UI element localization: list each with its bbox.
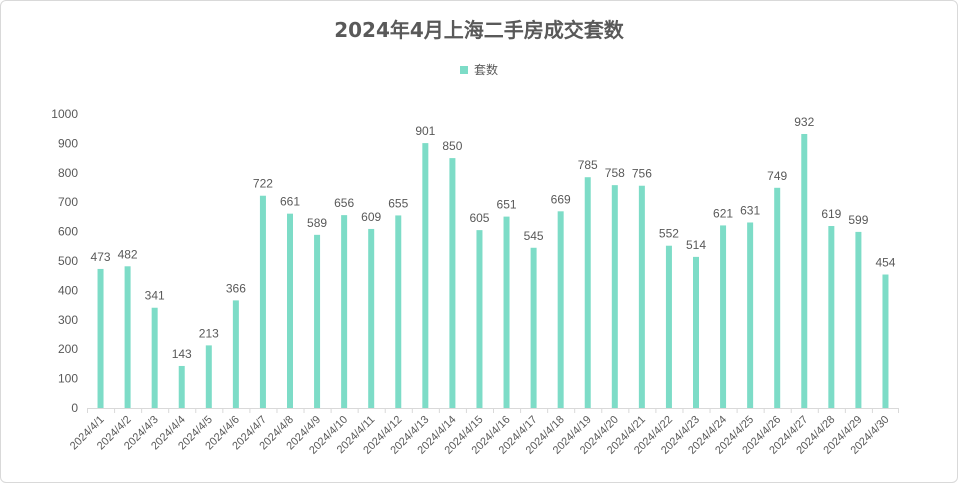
bar <box>557 211 564 408</box>
bar <box>395 215 402 408</box>
bar <box>801 133 808 408</box>
bar <box>584 177 591 408</box>
legend[interactable]: 套数 <box>1 61 957 78</box>
data-label: 722 <box>253 177 273 191</box>
data-label: 609 <box>361 210 381 224</box>
bar <box>882 274 889 408</box>
data-label: 656 <box>334 196 354 210</box>
y-tick-label: 400 <box>58 283 78 297</box>
data-label: 669 <box>551 192 571 206</box>
bar <box>449 158 456 408</box>
data-label: 341 <box>145 289 165 303</box>
data-label: 552 <box>659 227 679 241</box>
bar <box>530 247 537 408</box>
y-tick-label: 500 <box>58 254 78 268</box>
legend-label: 套数 <box>473 63 498 77</box>
data-label: 631 <box>740 203 760 217</box>
bar <box>205 345 212 408</box>
bar <box>855 231 862 408</box>
bar <box>476 230 483 408</box>
data-label: 749 <box>767 169 787 183</box>
data-label: 473 <box>91 250 111 264</box>
data-label: 621 <box>713 206 733 220</box>
bar <box>638 185 645 408</box>
bar <box>259 195 266 408</box>
y-tick-label: 1000 <box>51 107 78 121</box>
data-label: 850 <box>442 139 462 153</box>
y-tick-label: 0 <box>71 401 78 415</box>
data-label: 651 <box>497 198 517 212</box>
data-label: 932 <box>794 115 814 129</box>
bar <box>665 245 672 408</box>
bar <box>124 266 131 408</box>
bar <box>232 300 239 408</box>
data-label: 589 <box>307 216 327 230</box>
data-label: 756 <box>632 167 652 181</box>
data-label: 619 <box>821 207 841 221</box>
bar <box>774 187 781 408</box>
data-label: 545 <box>524 229 544 243</box>
y-tick-label: 700 <box>58 195 78 209</box>
data-label: 655 <box>388 196 408 210</box>
bar <box>151 307 158 408</box>
data-label: 605 <box>469 211 489 225</box>
data-label: 454 <box>875 256 895 270</box>
bar <box>314 234 321 408</box>
bar <box>368 228 375 408</box>
bar <box>178 365 185 408</box>
data-label: 143 <box>172 347 192 361</box>
bar <box>611 185 618 408</box>
bar <box>828 226 835 408</box>
bar <box>422 143 429 408</box>
data-label: 661 <box>280 195 300 209</box>
y-tick-label: 600 <box>58 225 78 239</box>
bar <box>287 213 293 408</box>
y-tick-label: 100 <box>58 372 78 386</box>
y-tick-label: 300 <box>58 313 78 327</box>
y-tick-label: 200 <box>58 342 78 356</box>
chart-title: 2024年4月上海二手房成交套数 <box>334 18 624 42</box>
bar <box>503 216 510 408</box>
data-label: 785 <box>578 158 598 172</box>
bar <box>693 256 699 408</box>
data-label: 758 <box>605 166 625 180</box>
data-label: 213 <box>199 326 219 340</box>
data-label: 514 <box>686 238 706 252</box>
bar <box>97 268 104 408</box>
data-label: 901 <box>415 124 435 138</box>
data-label: 366 <box>226 281 246 295</box>
legend-swatch <box>459 65 468 74</box>
bar <box>720 225 727 408</box>
y-tick-label: 900 <box>58 136 78 150</box>
bar <box>341 215 348 408</box>
data-label: 599 <box>848 213 868 227</box>
y-tick-label: 800 <box>58 166 78 180</box>
bar <box>747 222 754 408</box>
data-label: 482 <box>118 247 138 261</box>
